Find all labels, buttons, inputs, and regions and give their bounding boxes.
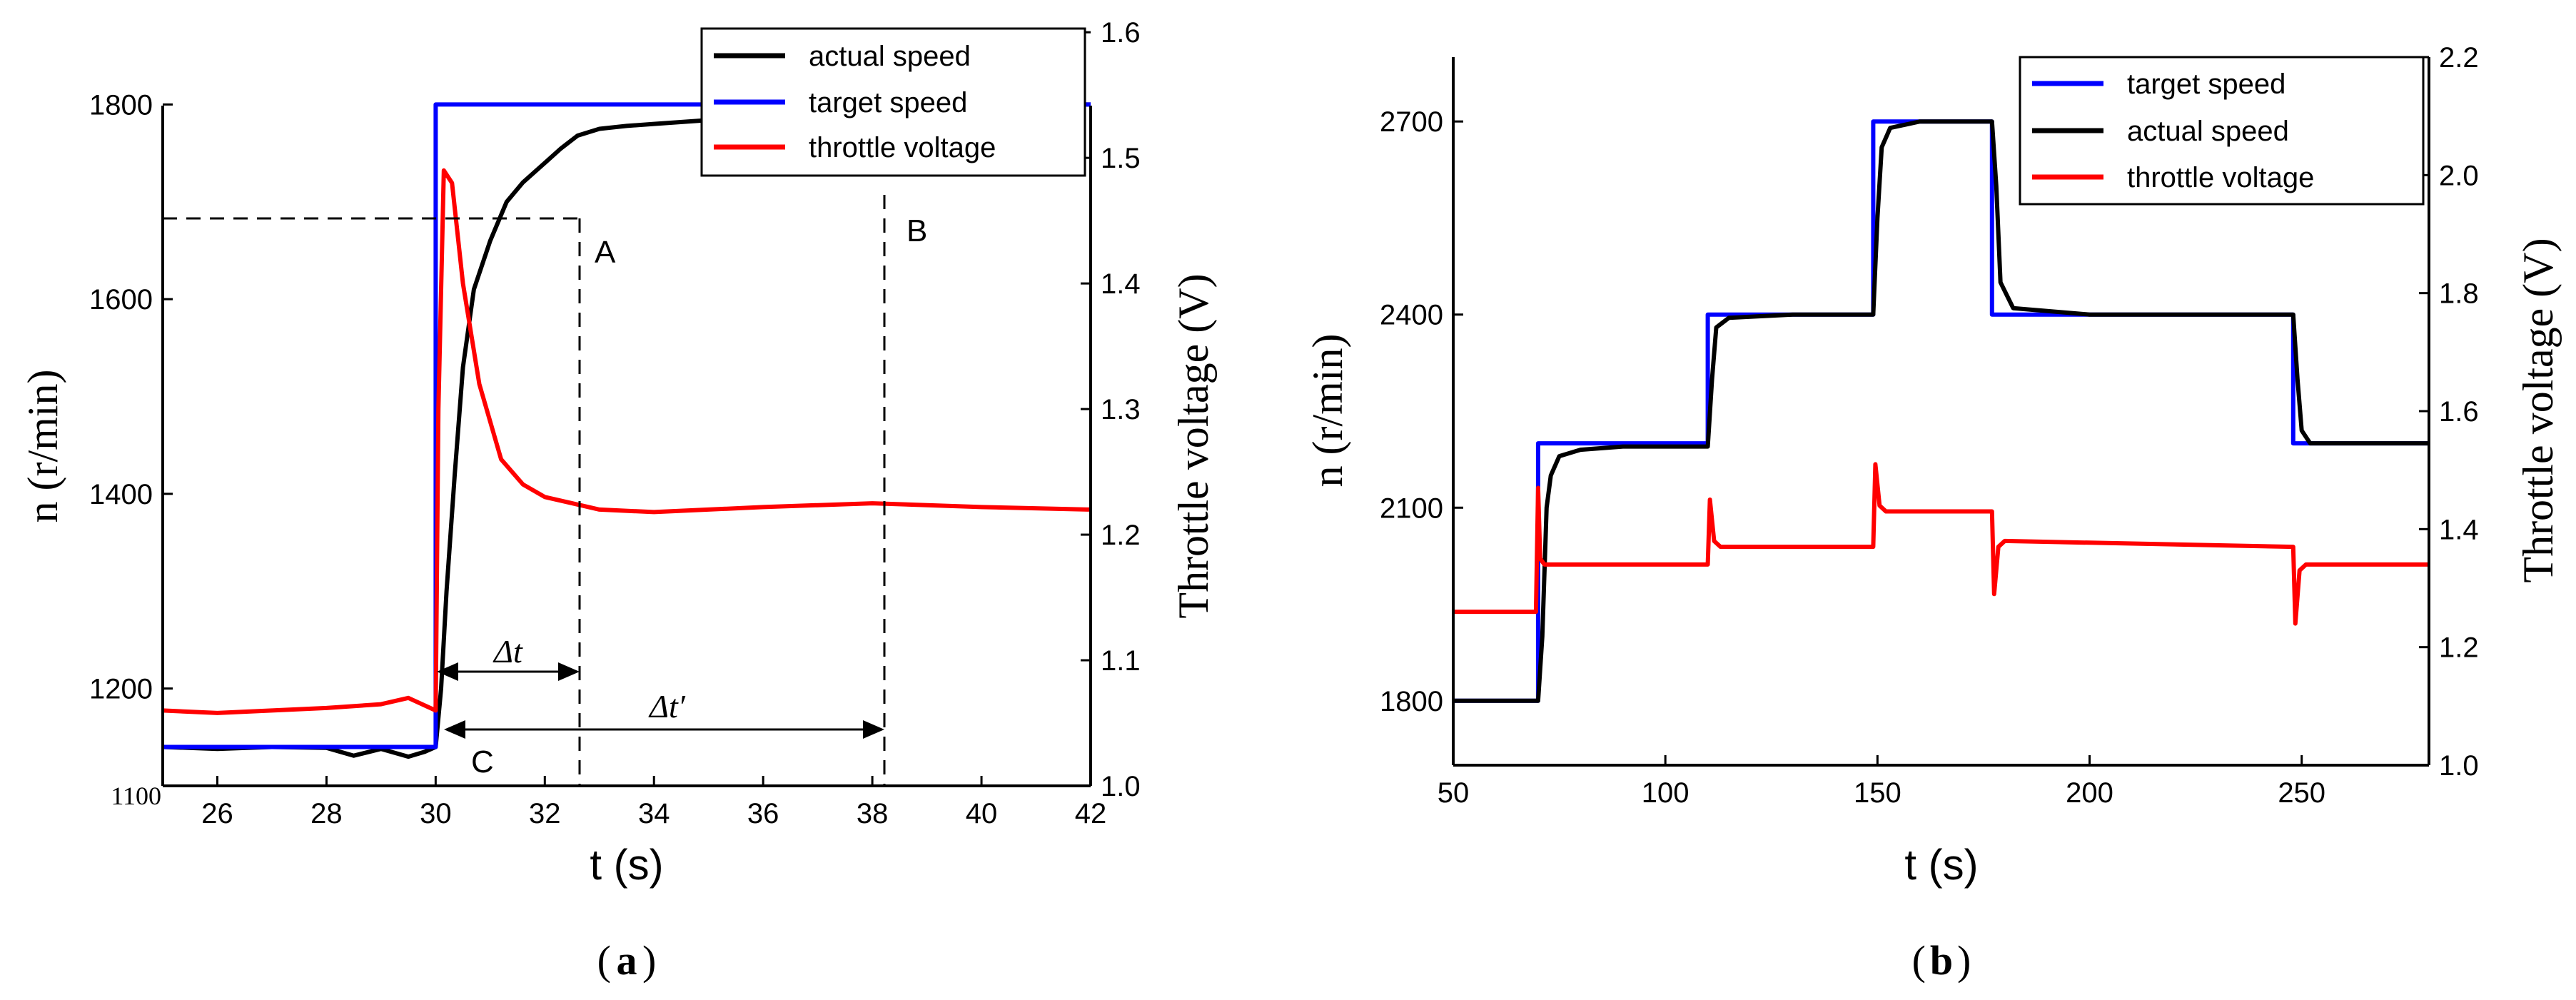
chart-a-x-tick-label: 36 xyxy=(747,798,779,829)
panel-label-a-close-paren: ) xyxy=(642,937,656,984)
chart-a-ticks: 26 28 30 32 34 36 38 40 42 1200 1400 1600 1800 1100 1.… xyxy=(89,17,1141,829)
chart-b-x-tick-label: 200 xyxy=(2066,777,2113,809)
chart-a-y2-tick-label: 1.0 xyxy=(1101,771,1141,802)
legend-a-throttle-voltage-label: throttle voltage xyxy=(809,132,996,163)
chart-a-x-axis-title: t (s) xyxy=(590,841,663,889)
chart-a-y-axis-title: n (r/min) xyxy=(19,370,66,523)
chart-b-legend: target speed actual speed throttle volta… xyxy=(2019,56,2425,206)
chart-b-y2-tick-label: 2.2 xyxy=(2439,42,2479,74)
panel-label-b-close-paren: ) xyxy=(1957,937,1971,984)
chart-b-x-axis-title: t (s) xyxy=(1904,841,1978,889)
chart-b-ticks: 50 100 150 200 250 1800 2100 2400 2700 1.0 1.2 1.4 1… xyxy=(1380,42,2479,809)
chart-b-y2-tick-label: 1.6 xyxy=(2439,396,2479,428)
annot-a-point-a-label: A xyxy=(595,235,616,270)
chart-a-plot-area xyxy=(162,102,1091,759)
chart-b-x-tick-label: 100 xyxy=(1642,777,1689,809)
chart-a-x-tick-label: 42 xyxy=(1075,798,1107,829)
chart-b-y2-tick-label: 1.0 xyxy=(2439,750,2479,782)
chart-a-y2-tick-label: 1.4 xyxy=(1101,268,1141,300)
chart-a-annotations: A B C Δt Δt′ xyxy=(163,195,927,786)
panel-label-b: ( b ) xyxy=(1912,937,1971,984)
chart-b-y-tick-label: 2400 xyxy=(1380,300,1443,331)
chart-a-y2-tick-label: 1.3 xyxy=(1101,394,1141,425)
chart-a-x-tick-label: 28 xyxy=(310,798,343,829)
legend-a-actual-speed-label: actual speed xyxy=(809,41,971,72)
chart-a-y2-tick-label: 1.5 xyxy=(1101,143,1141,174)
legend-b-target-speed-label: target speed xyxy=(2127,69,2285,100)
chart-b-y2-tick-label: 1.4 xyxy=(2439,514,2479,545)
chart-b-y2-tick-label: 1.8 xyxy=(2439,278,2479,310)
chart-b-y2-tick-label: 2.0 xyxy=(2439,160,2479,191)
annot-a-point-b-label: B xyxy=(906,213,927,248)
chart-b-y-tick-label: 2100 xyxy=(1380,493,1443,524)
chart-a-series-throttle-voltage xyxy=(162,168,1091,715)
chart-a-series-target-speed xyxy=(163,102,1091,749)
annot-a-delta-t-arrowhead-right xyxy=(558,662,580,681)
panel-label-a-open-paren: ( xyxy=(597,937,611,984)
panel-label-a: ( a ) xyxy=(597,937,657,984)
chart-a-y2-tick-label: 1.1 xyxy=(1101,645,1141,677)
chart-panel-a: 26 28 30 32 34 36 38 40 42 1200 1400 1600 1800 1100 1.… xyxy=(19,17,1217,984)
chart-a-legend: actual speed target speed throttle volta… xyxy=(700,27,1086,177)
chart-a-y2-tick-label: 1.6 xyxy=(1101,17,1141,49)
chart-a-y-tick-label: 1800 xyxy=(89,89,153,121)
panel-label-a-letter: a xyxy=(617,937,637,984)
chart-a-y2-axis-title: Throttle voltage (V) xyxy=(1170,273,1217,618)
chart-a-x-tick-label: 26 xyxy=(201,798,233,829)
chart-b-x-tick-label: 50 xyxy=(1438,777,1470,809)
chart-b-series-target-speed xyxy=(1453,119,2429,703)
chart-b-y-tick-label: 2700 xyxy=(1380,106,1443,138)
chart-b-series-throttle-voltage xyxy=(1453,462,2429,626)
chart-b-x-tick-label: 250 xyxy=(2278,777,2325,809)
annot-a-delta-t-prime-arrowhead-left xyxy=(444,720,465,739)
chart-a-y-origin-label: 1100 xyxy=(111,782,161,810)
annot-a-delta-t-prime-arrowhead-right xyxy=(863,720,884,739)
panel-label-b-open-paren: ( xyxy=(1912,937,1926,984)
legend-b-actual-speed-label: actual speed xyxy=(2127,116,2289,147)
chart-b-series-actual-speed xyxy=(1453,119,2429,703)
chart-a-x-tick-label: 34 xyxy=(638,798,670,829)
chart-a-x-tick-label: 32 xyxy=(529,798,561,829)
annot-a-point-c-label: C xyxy=(471,744,494,779)
legend-a-target-speed-label: target speed xyxy=(809,87,967,118)
legend-b-throttle-voltage-label: throttle voltage xyxy=(2127,162,2314,193)
chart-b-x-tick-label: 150 xyxy=(1854,777,1901,809)
panel-label-b-letter: b xyxy=(1930,937,1953,984)
chart-a-y2-tick-label: 1.2 xyxy=(1101,520,1141,551)
chart-a-series-actual-speed xyxy=(162,102,1091,759)
annot-a-delta-t-prime-label: Δt′ xyxy=(648,688,686,724)
chart-a-x-tick-label: 38 xyxy=(857,798,889,829)
chart-panel-b: 50 100 150 200 250 1800 2100 2400 2700 1.0 1.2 1.4 1… xyxy=(1304,42,2562,984)
chart-a-y-tick-label: 1600 xyxy=(89,284,153,315)
chart-b-y-tick-label: 1800 xyxy=(1380,686,1443,717)
chart-a-x-tick-label: 30 xyxy=(420,798,452,829)
chart-a-x-tick-label: 40 xyxy=(966,798,998,829)
chart-b-y2-axis-title: Throttle voltage (V) xyxy=(2515,238,2562,582)
chart-b-plot-area xyxy=(1453,119,2429,703)
chart-a-y-tick-label: 1200 xyxy=(89,674,153,705)
chart-b-y-axis-title: n (r/min) xyxy=(1304,334,1351,488)
chart-b-y2-tick-label: 1.2 xyxy=(2439,632,2479,664)
annot-a-delta-t-arrowhead-left xyxy=(437,662,458,681)
chart-a-y-tick-label: 1400 xyxy=(89,479,153,510)
annot-a-delta-t-label: Δt xyxy=(493,633,523,670)
